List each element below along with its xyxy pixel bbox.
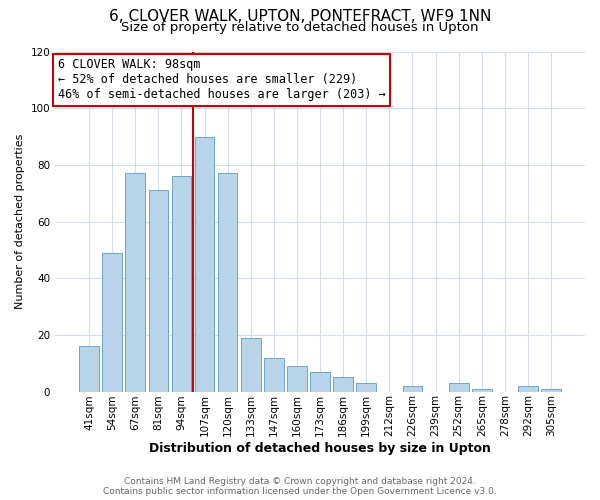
Bar — [472, 388, 491, 392]
Bar — [172, 176, 191, 392]
Bar — [218, 174, 238, 392]
Bar — [449, 383, 469, 392]
Text: 6, CLOVER WALK, UPTON, PONTEFRACT, WF9 1NN: 6, CLOVER WALK, UPTON, PONTEFRACT, WF9 1… — [109, 9, 491, 24]
Text: Size of property relative to detached houses in Upton: Size of property relative to detached ho… — [121, 21, 479, 34]
Bar — [356, 383, 376, 392]
Bar — [287, 366, 307, 392]
Bar — [541, 388, 561, 392]
Bar — [334, 378, 353, 392]
Bar — [125, 174, 145, 392]
X-axis label: Distribution of detached houses by size in Upton: Distribution of detached houses by size … — [149, 442, 491, 455]
Bar — [518, 386, 538, 392]
Y-axis label: Number of detached properties: Number of detached properties — [15, 134, 25, 309]
Bar — [103, 252, 122, 392]
Bar — [195, 136, 214, 392]
Bar — [310, 372, 330, 392]
Bar — [241, 338, 260, 392]
Bar — [79, 346, 99, 392]
Bar — [403, 386, 422, 392]
Bar — [149, 190, 168, 392]
Text: Contains HM Land Registry data © Crown copyright and database right 2024.
Contai: Contains HM Land Registry data © Crown c… — [103, 476, 497, 496]
Text: 6 CLOVER WALK: 98sqm
← 52% of detached houses are smaller (229)
46% of semi-deta: 6 CLOVER WALK: 98sqm ← 52% of detached h… — [58, 58, 386, 102]
Bar — [264, 358, 284, 392]
